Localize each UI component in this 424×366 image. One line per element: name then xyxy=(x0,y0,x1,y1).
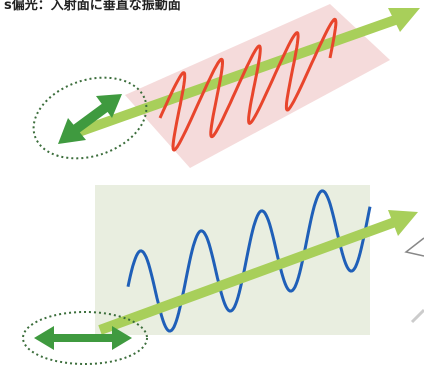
double-arrow xyxy=(34,326,132,350)
partial-shape xyxy=(412,310,424,322)
partial-shape xyxy=(406,238,424,256)
page: {"caption": "s偏光：入射面に垂直な振動面"} s偏光：入射面に垂直… xyxy=(0,0,424,366)
vibration-plane xyxy=(125,4,390,168)
illustration xyxy=(0,0,424,366)
